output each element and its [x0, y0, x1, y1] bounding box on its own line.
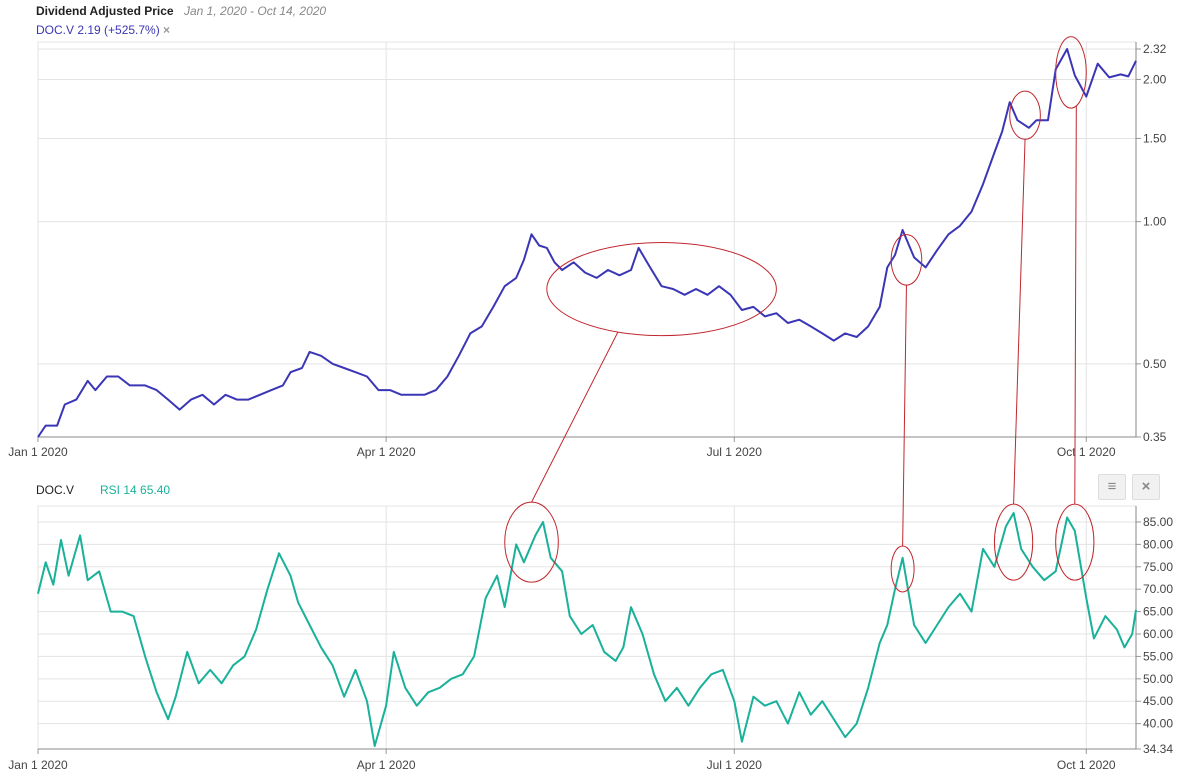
remove-symbol-icon[interactable]: ×	[163, 23, 171, 37]
rsi-indicator-label: RSI 14 65.40	[100, 483, 171, 497]
rsi-y-tick-label: 34.34	[1143, 742, 1173, 756]
rsi-x-tick-label: Jul 1 2020	[707, 758, 763, 772]
rsi-annotation-ellipse	[890, 545, 915, 593]
rsi-y-tick-label: 60.00	[1143, 627, 1173, 641]
rsi-x-tick-label: Apr 1 2020	[357, 758, 416, 772]
rsi-y-tick-label: 65.00	[1143, 605, 1173, 619]
price-plot-area	[37, 41, 1137, 438]
close-panel-icon[interactable]: ×	[1132, 474, 1160, 500]
annotation-connector	[1074, 105, 1077, 505]
price-y-tick-label: 0.50	[1143, 357, 1167, 371]
price-y-tick-label: 2.00	[1143, 72, 1167, 86]
price-y-tick-label: 2.32	[1143, 42, 1167, 56]
rsi-ticker-label: DOC.V	[36, 483, 75, 497]
date-range: Jan 1, 2020 - Oct 14, 2020	[184, 4, 327, 18]
price-y-tick-label: 1.50	[1143, 131, 1167, 145]
rsi-y-tick-label: 45.00	[1143, 694, 1173, 708]
rsi-y-tick-label: 50.00	[1143, 672, 1173, 686]
menu-icon[interactable]: ≡	[1098, 474, 1126, 500]
annotation-connector	[902, 285, 907, 547]
rsi-y-tick-label: 85.00	[1143, 515, 1173, 529]
rsi-x-tick-label: Oct 1 2020	[1057, 758, 1116, 772]
annotation-connector	[1013, 139, 1026, 505]
price-annotation-ellipse	[1055, 36, 1087, 109]
rsi-y-tick-label: 70.00	[1143, 582, 1173, 596]
rsi-y-tick-label: 55.00	[1143, 649, 1173, 663]
price-x-tick-label: Jan 1 2020	[8, 445, 68, 459]
rsi-x-tick-label: Jan 1 2020	[8, 758, 68, 772]
rsi-series-line	[37, 512, 1137, 747]
price-x-tick-label: Apr 1 2020	[357, 445, 416, 459]
price-y-tick-label: 1.00	[1143, 215, 1167, 229]
annotation-connector	[531, 331, 619, 503]
rsi-y-tick-label: 80.00	[1143, 537, 1173, 551]
rsi-y-tick-label: 75.00	[1143, 560, 1173, 574]
price-series-line	[37, 48, 1137, 438]
ticker-label: DOC.V 2.19 (+525.7%)	[36, 23, 160, 37]
price-x-tick-label: Oct 1 2020	[1057, 445, 1116, 459]
rsi-y-tick-label: 40.00	[1143, 717, 1173, 731]
price-y-tick-label: 0.35	[1143, 430, 1167, 444]
chart-title: Dividend Adjusted Price	[36, 4, 174, 18]
price-x-tick-label: Jul 1 2020	[707, 445, 763, 459]
rsi-plot-area	[37, 505, 1137, 750]
price-annotation-ellipse	[546, 241, 777, 337]
